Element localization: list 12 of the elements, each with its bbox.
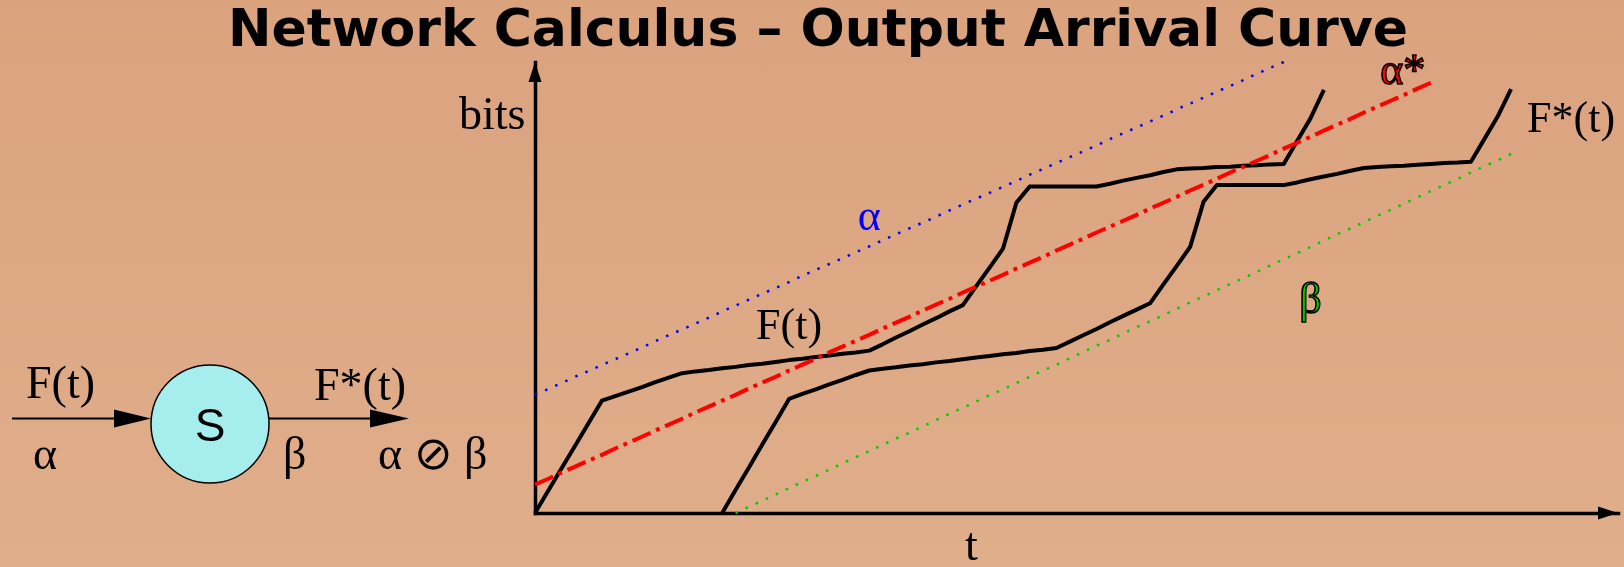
text: β xyxy=(283,428,307,479)
x-axis-title: t xyxy=(965,518,979,567)
series-label: β xyxy=(1299,273,1322,323)
text: α xyxy=(33,428,58,479)
series-label: F(t) xyxy=(756,300,823,350)
series-label: F*(t) xyxy=(1527,93,1616,143)
series-label: α xyxy=(857,191,881,241)
text: F(t) xyxy=(26,357,95,408)
text: α ⊘ β xyxy=(378,428,488,479)
text: S xyxy=(194,399,226,451)
y-axis-title: bits xyxy=(459,87,526,139)
text: F*(t) xyxy=(314,359,406,410)
